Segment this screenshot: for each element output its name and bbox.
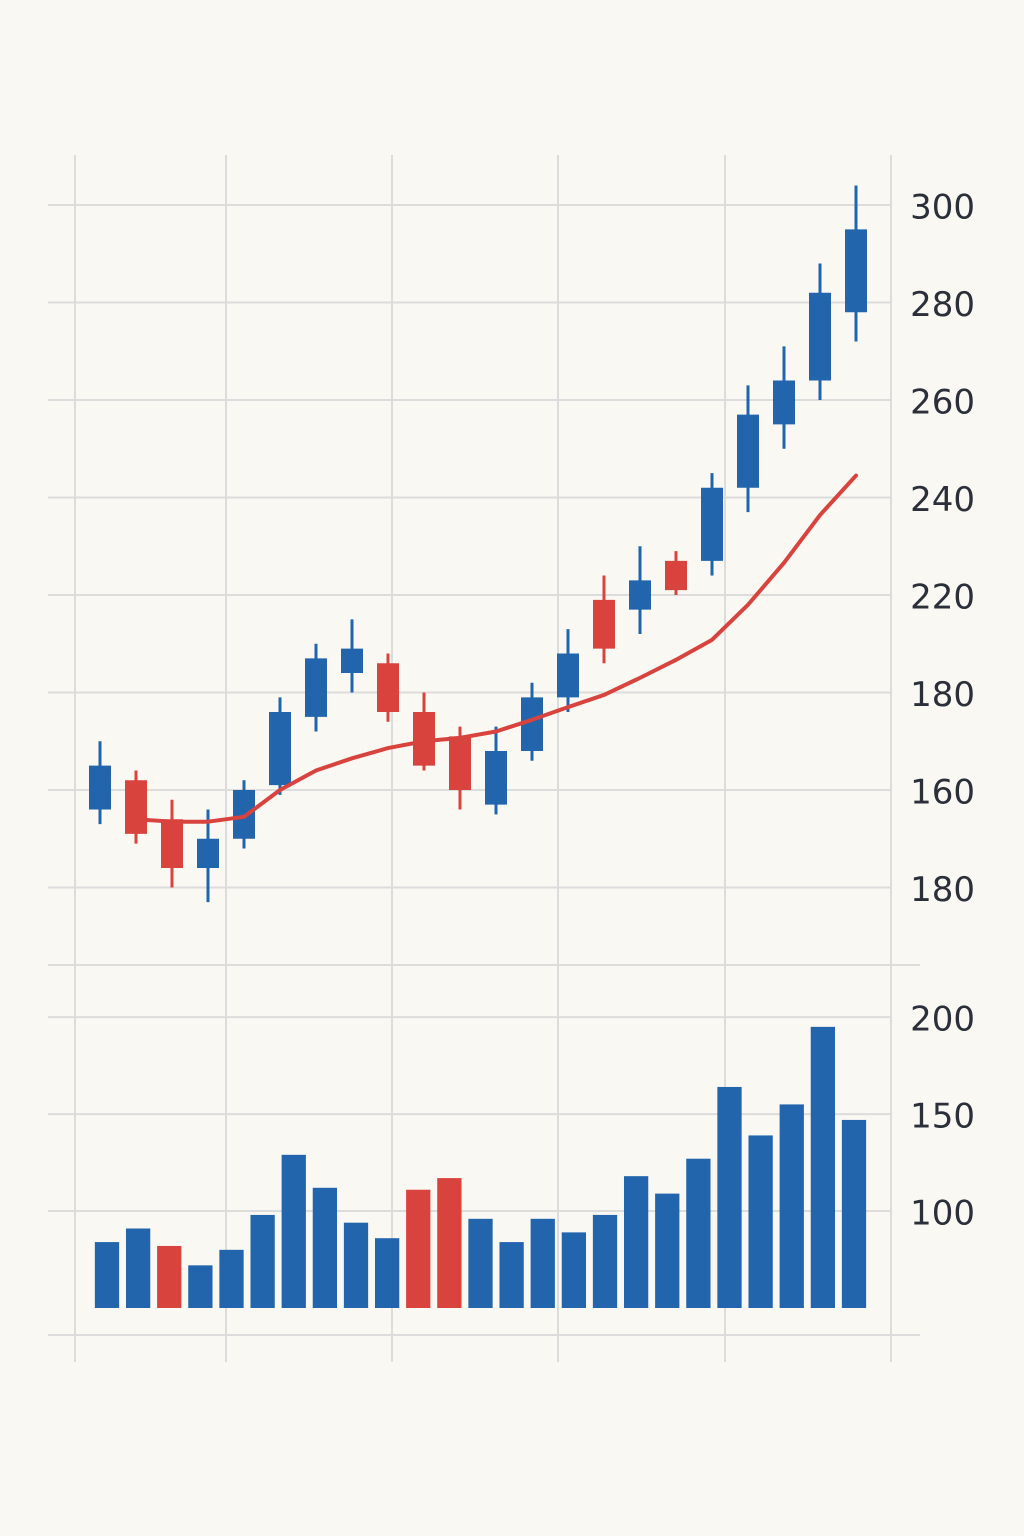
volume-bar [779, 1104, 804, 1308]
candle-body [593, 599, 615, 649]
volume-bar [686, 1158, 711, 1308]
volume-bar [748, 1135, 773, 1308]
candle-body [377, 663, 399, 712]
volume-bar [717, 1086, 742, 1308]
volume-bar [406, 1189, 431, 1308]
candle-body [521, 697, 543, 751]
volume-bar [312, 1187, 338, 1308]
volume-bar [592, 1214, 618, 1308]
candle-body [557, 653, 579, 698]
volume-bar [281, 1154, 306, 1308]
volume-bar [468, 1218, 493, 1308]
volume-bar [623, 1176, 649, 1308]
y-tick-label: 160 [910, 773, 975, 813]
y-tick-label: 280 [910, 285, 975, 325]
y-tick-label: 180 [910, 870, 975, 910]
volume-bar [530, 1218, 555, 1308]
volume-bar [810, 1026, 836, 1308]
y-tick-label: 150 [910, 1097, 975, 1137]
candle-body [701, 487, 723, 561]
candle-body [773, 380, 795, 425]
volume-bar [841, 1119, 867, 1308]
candle-body [845, 229, 867, 313]
candle-body [809, 292, 831, 381]
volume-bar [655, 1193, 680, 1308]
candle-body [197, 838, 219, 868]
vertical-grid [48, 155, 920, 1362]
y-tick-label: 180 [910, 675, 975, 715]
candle-body [737, 414, 759, 488]
volume-bar [125, 1228, 151, 1308]
volume-bar [250, 1214, 275, 1308]
volume-bar [343, 1222, 369, 1308]
volume-bar [219, 1249, 244, 1308]
volume-bar [561, 1232, 587, 1308]
candle-body [89, 765, 111, 810]
y-tick-label: 300 [910, 188, 975, 228]
y-tick-label: 100 [910, 1194, 975, 1234]
volume-bar [94, 1242, 120, 1308]
candle-body [161, 819, 183, 868]
y-tick-label: 220 [910, 578, 975, 618]
volume-bar [157, 1245, 182, 1308]
candle-body [629, 580, 651, 610]
candle-body [449, 736, 471, 790]
candle-body [413, 712, 435, 766]
volume-bar [437, 1178, 462, 1308]
y-tick-label: 240 [910, 480, 975, 520]
candle-body [125, 780, 147, 834]
candle-body [305, 658, 327, 717]
volume-bar [499, 1242, 524, 1308]
y-tick-label: 260 [910, 383, 975, 423]
candle-body [269, 712, 291, 786]
candle-body [341, 648, 363, 673]
volume-bar [188, 1265, 213, 1308]
volume-bar [374, 1238, 400, 1308]
y-tick-label: 200 [910, 1000, 975, 1040]
candle-body [665, 560, 687, 591]
candle-body [485, 751, 507, 805]
moving-average-line [134, 473, 858, 824]
